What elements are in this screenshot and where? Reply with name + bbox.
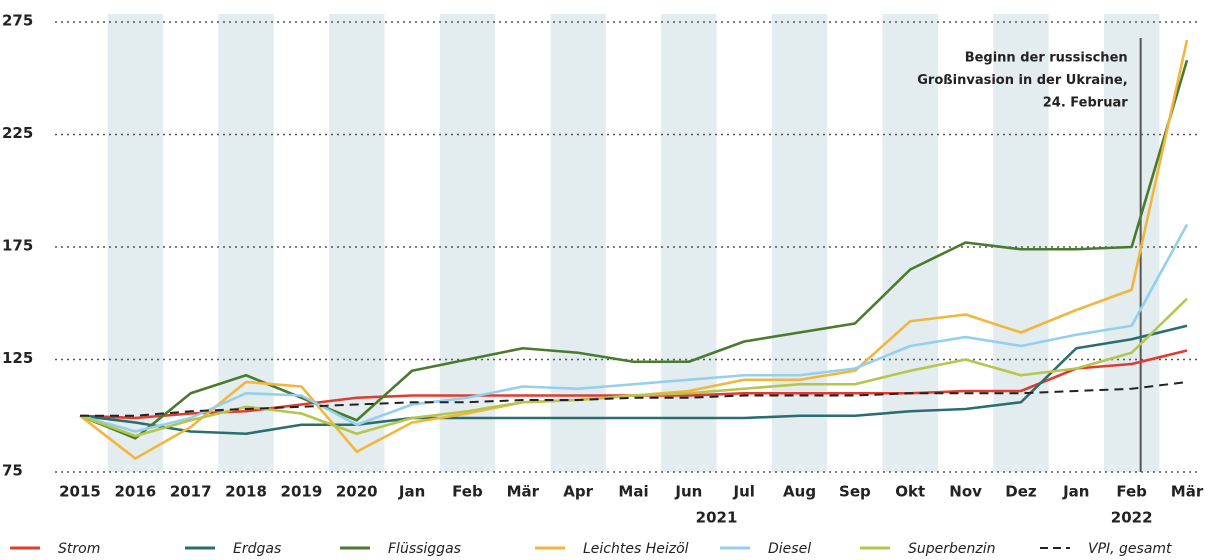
x-tick-label: 2015 [59,483,101,501]
x-tick-label: 2020 [336,483,378,501]
y-tick-label: 75 [2,462,23,480]
x-tick-label: Aug [783,483,816,501]
band [329,14,385,472]
band [882,14,938,472]
annotation: 24. Februar [1043,96,1128,111]
band [550,14,606,472]
x-tick-label: 2017 [170,483,212,501]
x-tick-label: Jun [674,483,702,501]
band [661,14,717,472]
y-tick-label: 125 [2,349,33,367]
x-tick-label: Nov [949,483,982,501]
x-tick-label: Mär [1171,483,1204,501]
annotation: Großinvasion in der Ukraine, [917,73,1127,88]
legend-label: Strom [58,541,100,557]
series-line [79,324,1188,436]
band [993,14,1049,472]
band [107,14,164,472]
series-line [79,223,1189,433]
x-tick-label: Jan [1062,483,1089,501]
legend-label: Diesel [768,541,811,557]
x-tick-label: Feb [1116,483,1147,501]
x-tick-label: Mai [618,483,648,501]
x-tick-label: 2019 [281,483,323,501]
legend-label: VPI, gesamt [1088,541,1172,557]
year-label: 2022 [1111,509,1153,527]
x-tick-label: Mär [507,483,540,501]
band [439,14,496,472]
annotation: Beginn der russischen [965,51,1128,66]
x-tick-label: Feb [452,483,483,501]
legend-label: Superbenzin [908,541,996,557]
year-label: 2021 [696,509,738,527]
y-tick-label: 175 [2,237,33,255]
legend-label: Erdgas [233,541,281,557]
y-tick-label: 275 [2,12,33,30]
x-tick-label: Jan [398,483,425,501]
legend-label: Flüssiggas [388,541,461,557]
band [771,14,828,472]
y-tick-label: 225 [2,124,33,142]
x-tick-label: Okt [895,483,925,501]
x-tick-label: 2016 [114,483,156,501]
x-tick-label: Dez [1005,483,1037,501]
legend-label: Leichtes Heizöl [583,541,689,557]
x-tick-label: Sep [839,483,871,501]
x-tick-label: 2018 [225,483,267,501]
series-line [80,381,1188,417]
x-tick-label: Jul [732,483,754,501]
x-tick-label: Apr [563,483,593,501]
